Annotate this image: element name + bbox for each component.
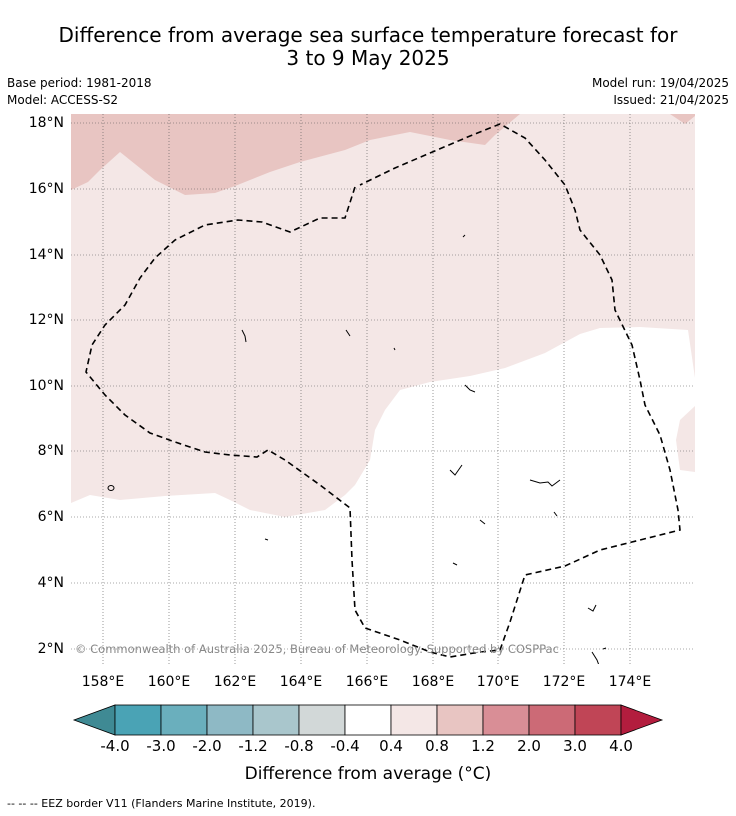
colorbar-bin: [344, 704, 392, 736]
lon-label: 166°E: [345, 674, 389, 690]
colorbar-label: 0.4: [379, 737, 403, 755]
lon-label: 174°E: [608, 674, 652, 690]
lon-label: 172°E: [542, 674, 586, 690]
lon-label: 162°E: [213, 674, 257, 690]
anomaly-0.8-1.2-region-ne: [670, 114, 695, 124]
anomaly-0.4-0.8-region-east: [676, 406, 695, 472]
colorbar-label: 1.2: [471, 737, 495, 755]
lon-label: 168°E: [411, 674, 455, 690]
anomaly-0.4-0.8-region: [71, 114, 695, 517]
colorbar-bin: [390, 704, 438, 736]
colorbar-bin: [482, 704, 530, 736]
lat-label: 4°N: [37, 575, 64, 591]
copyright-credit: © Commonwealth of Australia 2025, Bureau…: [75, 642, 559, 656]
colorbar-label: -3.0: [146, 737, 176, 755]
lon-label: 164°E: [279, 674, 323, 690]
colorbar-label: -2.0: [192, 737, 222, 755]
anomaly-0.8-1.2-region: [71, 114, 520, 195]
lon-label: 170°E: [476, 674, 520, 690]
colorbar-bin: [206, 704, 254, 736]
lon-label: 160°E: [147, 674, 191, 690]
gridlines: [71, 114, 695, 664]
lat-label: 10°N: [28, 378, 64, 394]
lat-label: 14°N: [28, 247, 64, 263]
eez-legend: -- -- -- EEZ border V11 (Flanders Marine…: [7, 797, 316, 810]
base-period: Base period: 1981-2018: [7, 76, 152, 90]
colorbar-extend-high: [620, 704, 664, 736]
lat-label: 18°N: [28, 115, 64, 131]
lat-label: 2°N: [37, 641, 64, 657]
colorbar-label: -0.8: [284, 737, 314, 755]
colorbar-bin: [528, 704, 576, 736]
issued-date: Issued: 21/04/2025: [613, 93, 729, 107]
lat-label: 8°N: [37, 443, 64, 459]
colorbar-label: 0.8: [425, 737, 449, 755]
colorbar-bin: [298, 704, 346, 736]
colorbar-label: -0.4: [330, 737, 360, 755]
colorbar-extend-low: [72, 704, 116, 736]
colorbar-bin: [436, 704, 484, 736]
colorbar-label: -1.2: [238, 737, 268, 755]
colorbar: [72, 704, 664, 736]
colorbar-label: 4.0: [609, 737, 633, 755]
colorbar-bin: [114, 704, 162, 736]
lat-label: 16°N: [28, 181, 64, 197]
colorbar-title: Difference from average (°C): [244, 764, 492, 784]
model-run: Model run: 19/04/2025: [591, 76, 729, 90]
lat-label: 12°N: [28, 312, 64, 328]
colorbar-bin: [160, 704, 208, 736]
colorbar-bin: [574, 704, 622, 736]
eez-border: [85, 123, 681, 658]
map-plot-area: [71, 114, 695, 664]
colorbar-label: 2.0: [517, 737, 541, 755]
lon-label: 158°E: [81, 674, 125, 690]
map-title-line2: 3 to 9 May 2025: [286, 46, 450, 70]
colorbar-bin: [252, 704, 300, 736]
coastlines: [107, 234, 607, 664]
colorbar-label: -4.0: [100, 737, 130, 755]
colorbar-label: 3.0: [563, 737, 587, 755]
lat-label: 6°N: [37, 509, 64, 525]
map-title-line1: Difference from average sea surface temp…: [58, 23, 678, 47]
model-name: Model: ACCESS-S2: [7, 93, 119, 107]
